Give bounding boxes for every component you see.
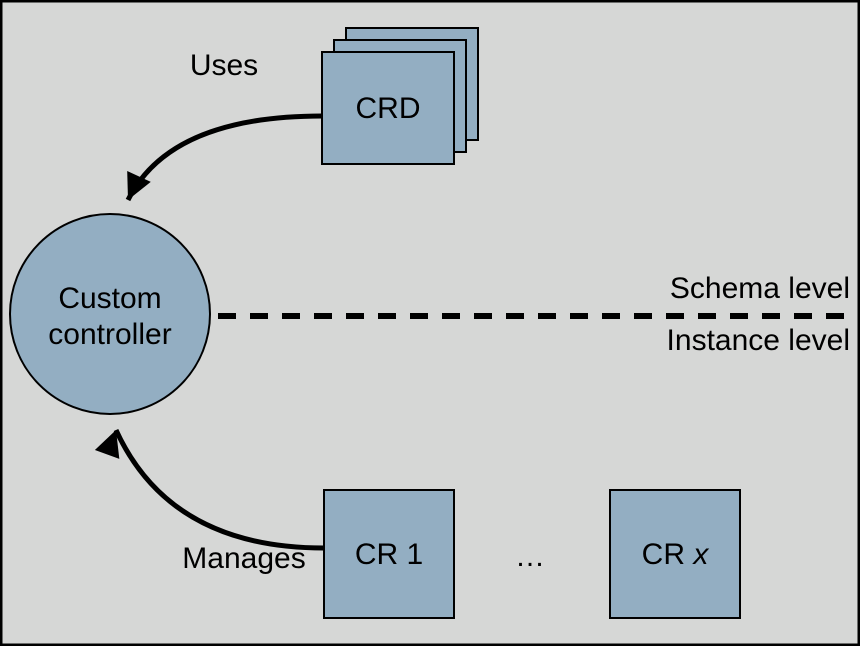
crx-label: CR x: [642, 538, 710, 571]
controller-label-top: Custom: [58, 282, 161, 315]
edge-manages-label: Manages: [182, 542, 305, 575]
controller-label-bottom: controller: [48, 318, 171, 351]
schema-level-label: Schema level: [670, 272, 850, 305]
instance-level-label: Instance level: [667, 324, 850, 357]
crd-label: CRD: [356, 92, 421, 125]
crx-label-var: x: [691, 538, 709, 571]
cr-ellipsis: …: [515, 540, 545, 573]
cr1-label: CR 1: [355, 538, 423, 571]
crx-label-prefix: CR: [642, 538, 694, 571]
edge-uses-label: Uses: [190, 49, 258, 82]
